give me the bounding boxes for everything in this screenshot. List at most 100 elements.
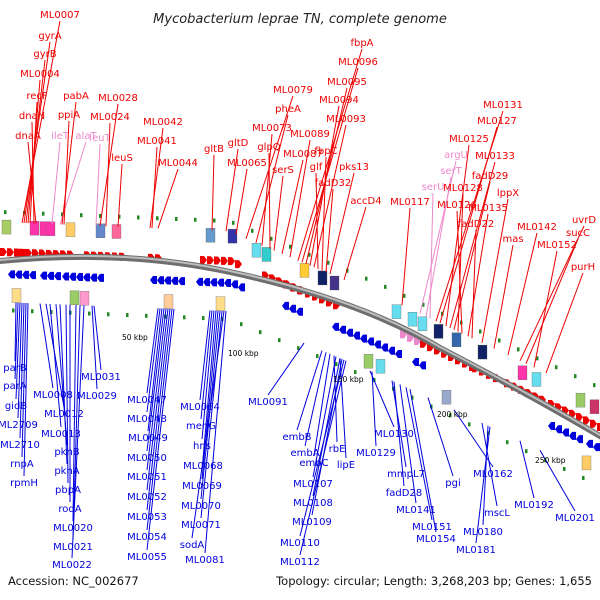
gene-label[interactable]: alaT [75,131,97,142]
gene-label[interactable]: ML0127 [477,116,517,127]
gene-label[interactable]: embC [299,458,328,469]
gene-label[interactable]: menG [186,421,216,432]
gene-label[interactable]: ML0028 [98,93,138,104]
gene-label[interactable]: purH [571,262,595,273]
gene-label[interactable]: ML0008 [33,390,73,401]
gene-label[interactable]: ML0181 [456,545,496,556]
gene-label[interactable]: dnaN [19,111,45,122]
gene-label[interactable]: ML0201 [555,513,595,524]
gene-label[interactable]: gyrA [38,31,61,42]
gene-label[interactable]: ML0042 [143,117,183,128]
gene-label[interactable]: ML0012 [44,409,84,420]
gene-label[interactable]: ML0029 [77,391,117,402]
gene-label[interactable]: gyrB [33,49,56,60]
gene-label[interactable]: ML0054 [127,532,167,543]
gene-label[interactable]: serT [440,166,462,177]
gene-label[interactable]: ML0091 [248,397,288,408]
gene-label[interactable]: lipE [337,460,355,471]
gene-label[interactable]: recF [26,91,48,102]
gene-label[interactable]: ML0044 [158,158,198,169]
gene-label[interactable]: pabA [63,91,89,102]
gene-label[interactable]: rnpA [10,459,34,470]
gene-label[interactable]: ML0004 [20,69,60,80]
gene-label[interactable]: ML0154 [416,534,456,545]
gene-label[interactable]: ML0070 [181,501,221,512]
gene-label[interactable]: fadD22 [458,219,494,230]
gene-label[interactable]: ML0079 [273,85,313,96]
gene-label[interactable]: embA [290,448,319,459]
gene-label[interactable]: ML0065 [227,158,267,169]
gene-label[interactable]: ML0047 [127,395,167,406]
gene-label[interactable]: sucC [566,228,590,239]
gene-label[interactable]: ML0021 [53,542,93,553]
gene-label[interactable]: accD4 [350,196,381,207]
gene-label[interactable]: ML0089 [290,129,330,140]
gene-label[interactable]: ML0141 [396,505,436,516]
gene-label[interactable]: gltB [204,144,224,155]
gene-label[interactable]: ML0096 [338,57,378,68]
gene-label[interactable]: ML0051 [127,472,167,483]
gene-label[interactable]: ML0112 [280,557,320,568]
gene-label[interactable]: ML0180 [463,527,503,538]
gene-label[interactable]: fadD29 [472,171,508,182]
gene-label[interactable]: ML0162 [473,469,513,480]
gene-label[interactable]: ppiA [58,110,80,121]
gene-label[interactable]: fbpC [314,146,337,157]
gene-label[interactable]: ML0064 [180,402,220,413]
gene-label[interactable]: ML2709 [0,420,38,431]
gene-label[interactable]: ML0087 [283,149,323,160]
gene-label[interactable]: ML0131 [483,100,523,111]
gene-label[interactable]: parA [3,381,27,392]
gene-label[interactable]: argU [444,150,468,161]
gene-label[interactable]: ML0031 [81,372,121,383]
gene-label[interactable]: ML0094 [319,95,359,106]
gene-label[interactable]: ML0052 [127,492,167,503]
gene-label[interactable]: ML0048 [127,414,167,425]
gene-label[interactable]: ML0128 [443,183,483,194]
gene-label[interactable]: glf [310,162,323,173]
gene-label[interactable]: glpQ [257,142,280,153]
gene-label[interactable]: gltD [228,138,249,149]
gene-label[interactable]: mmpL7 [387,469,425,480]
gene-label[interactable]: ML0073 [252,123,292,134]
gene-label[interactable]: mas [502,234,523,245]
gene-label[interactable]: ML0055 [127,552,167,563]
gene-label[interactable]: pheA [275,104,301,115]
gene-label[interactable]: gidB [5,401,27,412]
gene-label[interactable]: ML0135 [468,203,508,214]
gene-label[interactable]: ML0050 [127,453,167,464]
gene-label[interactable]: ML0129 [356,448,396,459]
gene-label[interactable]: serS [272,165,294,176]
gene-label[interactable]: ileT [51,131,70,142]
gene-label[interactable]: fadD28 [386,488,422,499]
gene-label[interactable]: ML0093 [326,114,366,125]
gene-label[interactable]: ML0007 [40,10,80,21]
gene-label[interactable]: rpmH [10,478,38,489]
gene-label[interactable]: ML0071 [181,520,221,531]
gene-label[interactable]: ML0053 [127,512,167,523]
gene-label[interactable]: leuT [89,133,111,144]
gene-label[interactable]: ML0192 [514,500,554,511]
gene-label[interactable]: ML0152 [537,240,577,251]
gene-label[interactable]: ML0041 [137,136,177,147]
gene-label[interactable]: pks13 [339,162,369,173]
gene-label[interactable]: ML0133 [475,151,515,162]
gene-label[interactable]: dnaA [15,131,41,142]
gene-label[interactable]: pknA [54,466,79,477]
gene-label[interactable]: ML0109 [292,517,332,528]
gene-label[interactable]: ML0151 [412,522,452,533]
gene-label[interactable]: hns [193,441,211,452]
gene-label[interactable]: ML0142 [517,222,557,233]
gene-label[interactable]: mscL [484,508,510,519]
gene-label[interactable]: ML0081 [185,555,225,566]
gene-label[interactable]: ML0125 [449,134,489,145]
gene-label[interactable]: leuS [111,153,133,164]
gene-label[interactable]: embB [282,432,311,443]
gene-label[interactable]: ML0013 [41,429,81,440]
gene-label[interactable]: ML0024 [90,112,130,123]
gene-label[interactable]: ML0126 [437,200,477,211]
gene-label[interactable]: lppX [497,188,519,199]
gene-label[interactable]: ML0022 [52,560,92,571]
gene-label[interactable]: pknB [54,447,79,458]
gene-label[interactable]: fadD32 [315,178,351,189]
